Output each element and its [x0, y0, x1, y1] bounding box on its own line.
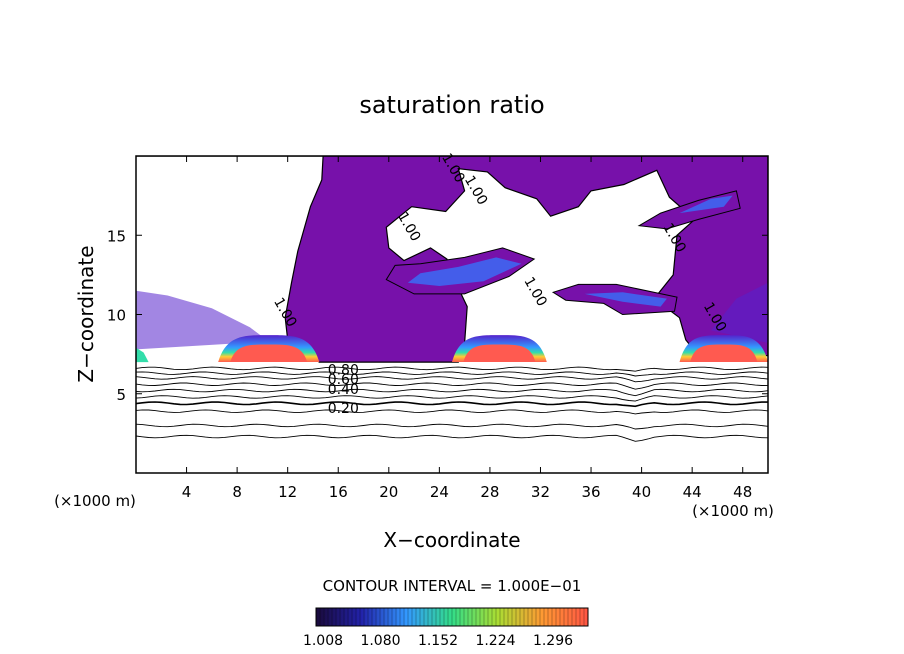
colorbar-tick-label: 1.080	[360, 633, 400, 649]
x-tick-label: 12	[278, 483, 297, 501]
moist-band-1	[407, 257, 522, 286]
contour-line-8	[136, 409, 768, 415]
saturation-field	[136, 156, 768, 363]
contour-line-3	[136, 376, 768, 383]
colorbar: 1.008 1.080 1.152 1.224 1.296	[303, 607, 589, 649]
x-unit-right: (×1000 m)	[692, 502, 774, 520]
x-tick-label: 4	[182, 483, 192, 501]
contour-label: 1.00	[520, 274, 549, 309]
chart-title: saturation ratio	[359, 91, 544, 119]
colorbar-tick-label: 1.008	[303, 633, 343, 649]
y-axis-label: Z−coordinate	[74, 245, 98, 382]
x-tick-label: 48	[733, 483, 752, 501]
y-tick-label: 15	[107, 227, 126, 245]
colorbar-bar	[315, 607, 589, 627]
right-edge-moist	[711, 282, 768, 343]
contour-line-5	[136, 388, 768, 397]
supersaturated-region	[136, 156, 768, 363]
contour-label: 1.00	[394, 209, 423, 244]
colorbar-tick-label: 1.152	[418, 633, 458, 649]
contour-line-1	[136, 366, 768, 372]
x-unit-left: (×1000 m)	[54, 492, 136, 510]
contour-label: 0.20	[328, 401, 359, 417]
x-axis: 4 8 12 16 20 24 28 32 36 40 44 48	[182, 156, 752, 501]
y-tick-label: 10	[107, 307, 126, 325]
x-tick-label: 44	[683, 483, 702, 501]
x-tick-label: 8	[232, 483, 242, 501]
x-tick-label: 28	[480, 483, 499, 501]
y-tick-label: 5	[116, 386, 126, 404]
contour-line-7	[136, 401, 768, 408]
peak-core-3	[690, 344, 758, 363]
contour-label: 0.40	[328, 382, 359, 398]
contour-line-9	[136, 423, 768, 430]
x-tick-label: 20	[379, 483, 398, 501]
x-tick-label: 32	[531, 483, 550, 501]
x-tick-label: 36	[581, 483, 600, 501]
x-tick-label: 24	[430, 483, 449, 501]
colorbar-tick-label: 1.296	[533, 633, 573, 649]
moist-band-3	[679, 195, 733, 214]
y-axis: 5 10 15	[107, 227, 768, 404]
contour-line-10	[136, 434, 768, 442]
peak-core-2	[463, 344, 536, 363]
contour-label: 0.60	[328, 372, 359, 388]
peak-core-1	[230, 344, 308, 363]
colorbar-tick-label: 1.224	[475, 633, 515, 649]
x-tick-label: 16	[329, 483, 348, 501]
left-edge-moist	[136, 290, 269, 350]
saturation-contour-1.00	[136, 156, 768, 363]
x-axis-label: X−coordinate	[383, 528, 520, 552]
moist-band-2	[584, 292, 667, 307]
contour-line-4	[136, 382, 768, 390]
contour-line-6	[136, 395, 768, 402]
x-tick-label: 40	[632, 483, 651, 501]
contour-label: 0.80	[328, 363, 359, 379]
contour-lines	[136, 366, 768, 442]
edge-core	[136, 347, 149, 363]
contour-interval-text: CONTOUR INTERVAL = 1.000E−01	[323, 577, 582, 595]
contour-line-2	[136, 371, 768, 377]
